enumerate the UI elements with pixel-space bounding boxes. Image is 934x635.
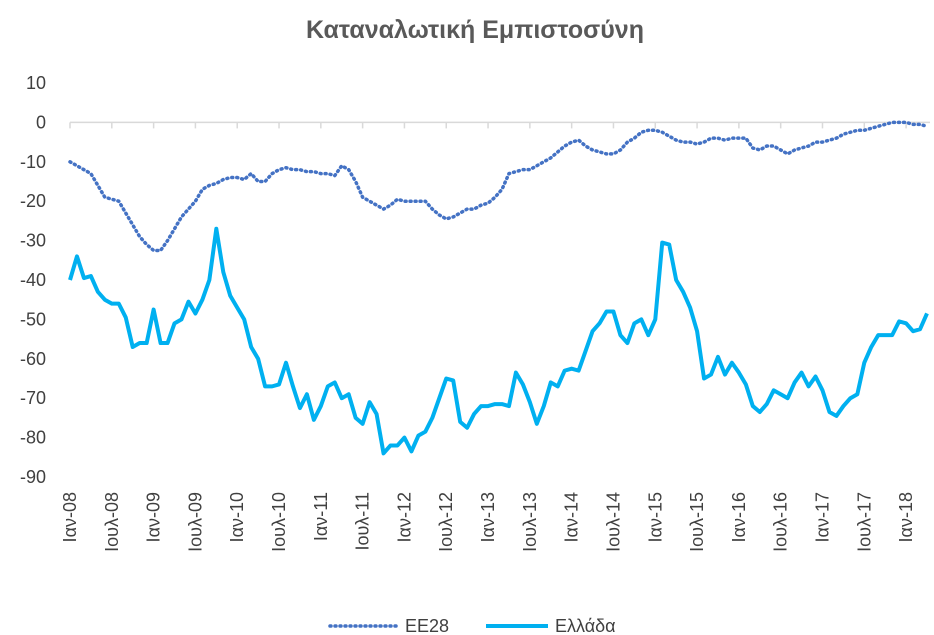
x-tick-label: Ιαν-11 [311, 492, 331, 541]
x-tick-label: Ιαν-15 [645, 492, 665, 542]
x-tick-label: Ιαν-12 [394, 492, 414, 542]
x-tick-label: Ιουλ-14 [603, 492, 623, 552]
x-tick-label: Ιουλ-10 [269, 492, 289, 552]
x-tick-label: Ιαν-08 [60, 492, 80, 542]
x-tick-label: Ιουλ-12 [436, 492, 456, 552]
x-tick-label: Ιαν-10 [227, 492, 247, 542]
x-tick-label: Ιουλ-09 [185, 492, 205, 552]
chart-title: Καταναλωτική Εμπιστοσύνη [306, 16, 644, 44]
x-tick-label: Ιαν-17 [812, 492, 832, 542]
y-tick-label: -80 [20, 428, 46, 448]
series-line [68, 120, 929, 253]
x-tick-label: Ιαν-18 [896, 492, 916, 542]
y-tick-label: 10 [26, 73, 46, 93]
y-tick-label: -90 [20, 467, 46, 487]
x-tick-label: Ιουλ-13 [520, 492, 540, 552]
x-tick-label: Ιαν-13 [478, 492, 498, 542]
x-tick-label: Ιαν-16 [729, 492, 749, 542]
y-tick-label: -30 [20, 231, 46, 251]
legend-label: Ελλάδα [555, 616, 616, 635]
legend-label: ΕΕ28 [405, 616, 449, 635]
x-tick-label: Ιαν-14 [562, 492, 582, 542]
y-tick-label: -50 [20, 309, 46, 329]
x-tick-label: Ιουλ-16 [771, 492, 791, 552]
y-tick-label: -60 [20, 349, 46, 369]
x-tick-label: Ιουλ-11 [353, 492, 373, 551]
y-tick-label: -20 [20, 191, 46, 211]
x-tick-label: Ιουλ-17 [854, 492, 874, 552]
y-tick-label: -40 [20, 270, 46, 290]
x-tick-label: Ιουλ-08 [102, 492, 122, 552]
x-tick-label: Ιουλ-15 [687, 492, 707, 552]
series-line [68, 226, 929, 456]
y-tick-label: -70 [20, 388, 46, 408]
x-tick-label: Ιαν-09 [144, 492, 164, 542]
y-tick-label: 0 [36, 112, 46, 132]
y-tick-label: -10 [20, 152, 46, 172]
